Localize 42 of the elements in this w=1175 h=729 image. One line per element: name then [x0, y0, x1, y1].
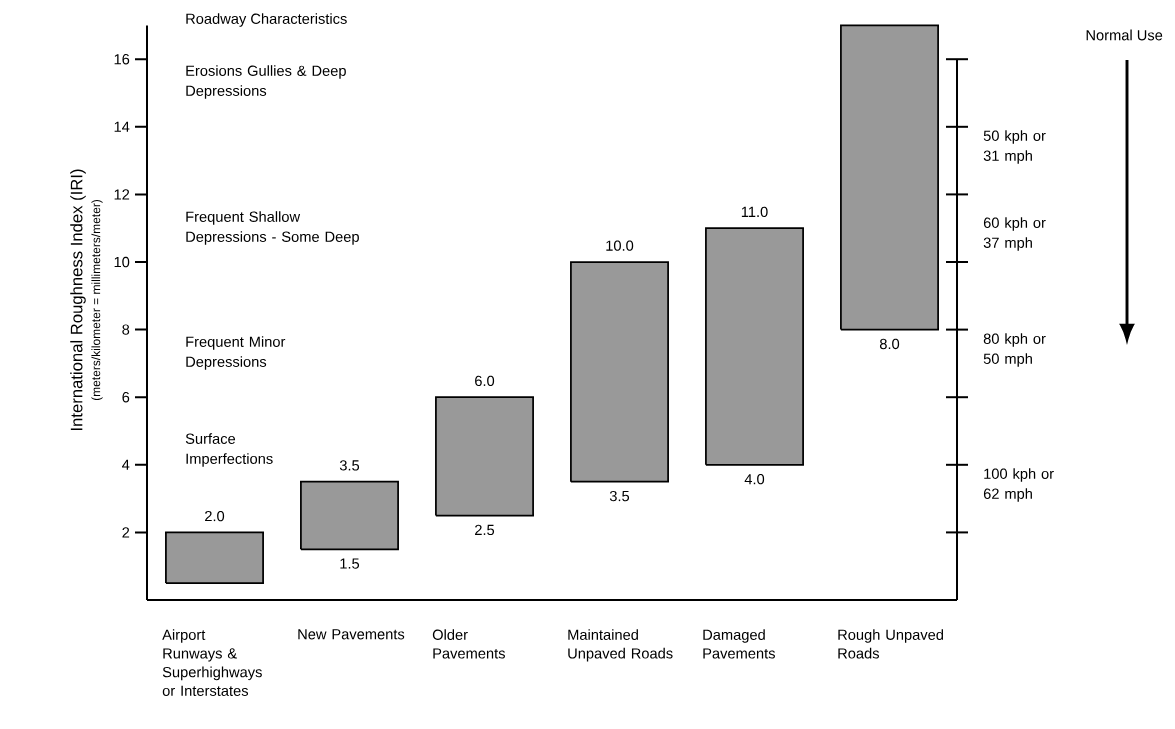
y-tick-label: 2: [122, 527, 130, 538]
y-tick-label: 4: [122, 459, 130, 470]
y-tick-label: 16: [114, 54, 130, 65]
annotation: Erosions Gullies & Deep Depressions: [186, 65, 346, 99]
data-label: 2.0: [205, 510, 225, 522]
data-label: 6.0: [475, 375, 495, 387]
x-tick-label: New Pavements: [298, 629, 405, 640]
x-tick-label: Maintained Unpaved Roads: [568, 629, 673, 662]
data-label: 10.0: [606, 240, 634, 251]
x-tick-label: Older Pavements: [432, 629, 505, 659]
y-tick-label: 8: [122, 324, 130, 335]
bar: [705, 227, 804, 466]
text: Normal Use: [1086, 29, 1163, 41]
x-tick-label: Damaged Pavements: [703, 629, 775, 659]
text: 80 kph or 50 mph: [983, 333, 1046, 367]
annotation: 3.5: [609, 490, 630, 502]
annotation: Surface Imperfections: [185, 433, 273, 467]
annotation: Frequent Shallow Depressions - Some Deep: [186, 211, 359, 245]
bar: [570, 261, 669, 483]
y-tick-label: 12: [114, 189, 130, 200]
text: 60 kph or 37 mph: [983, 217, 1046, 251]
y-axis-title: International Roughness Index (IRI): [70, 169, 86, 431]
y-tick-label: 10: [114, 256, 130, 268]
annotation: 8.0: [879, 338, 900, 350]
y-tick-label: 6: [122, 392, 130, 403]
y-tick-label: 14: [114, 121, 130, 132]
bar: [300, 480, 399, 551]
text: (meters/kilometer = millimeters/meter): [91, 199, 103, 401]
x-tick-label: Airport Runways & Superhighways or Interstates: [162, 629, 262, 696]
annotation: 4.0: [744, 473, 765, 485]
bar: [165, 531, 264, 584]
data-label: 11.0: [741, 206, 768, 218]
annotation: 2.5: [475, 524, 495, 536]
data-label: 3.5: [339, 460, 360, 471]
annotation: Roadway Characteristics: [186, 13, 347, 27]
x-tick-label: Rough Unpaved Roads: [838, 629, 944, 659]
text: 100 kph or 62 mph: [983, 468, 1054, 502]
bar: [435, 396, 534, 517]
bar: [840, 24, 939, 331]
annotation: Frequent Minor Depressions: [186, 336, 286, 370]
text: 50 kph or 31 mph: [983, 130, 1046, 164]
annotation: 1.5: [340, 558, 360, 569]
